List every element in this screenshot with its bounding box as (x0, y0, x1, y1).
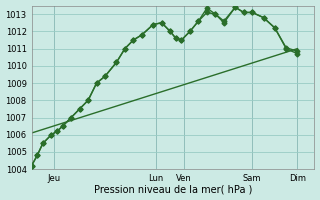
X-axis label: Pression niveau de la mer( hPa ): Pression niveau de la mer( hPa ) (94, 184, 252, 194)
